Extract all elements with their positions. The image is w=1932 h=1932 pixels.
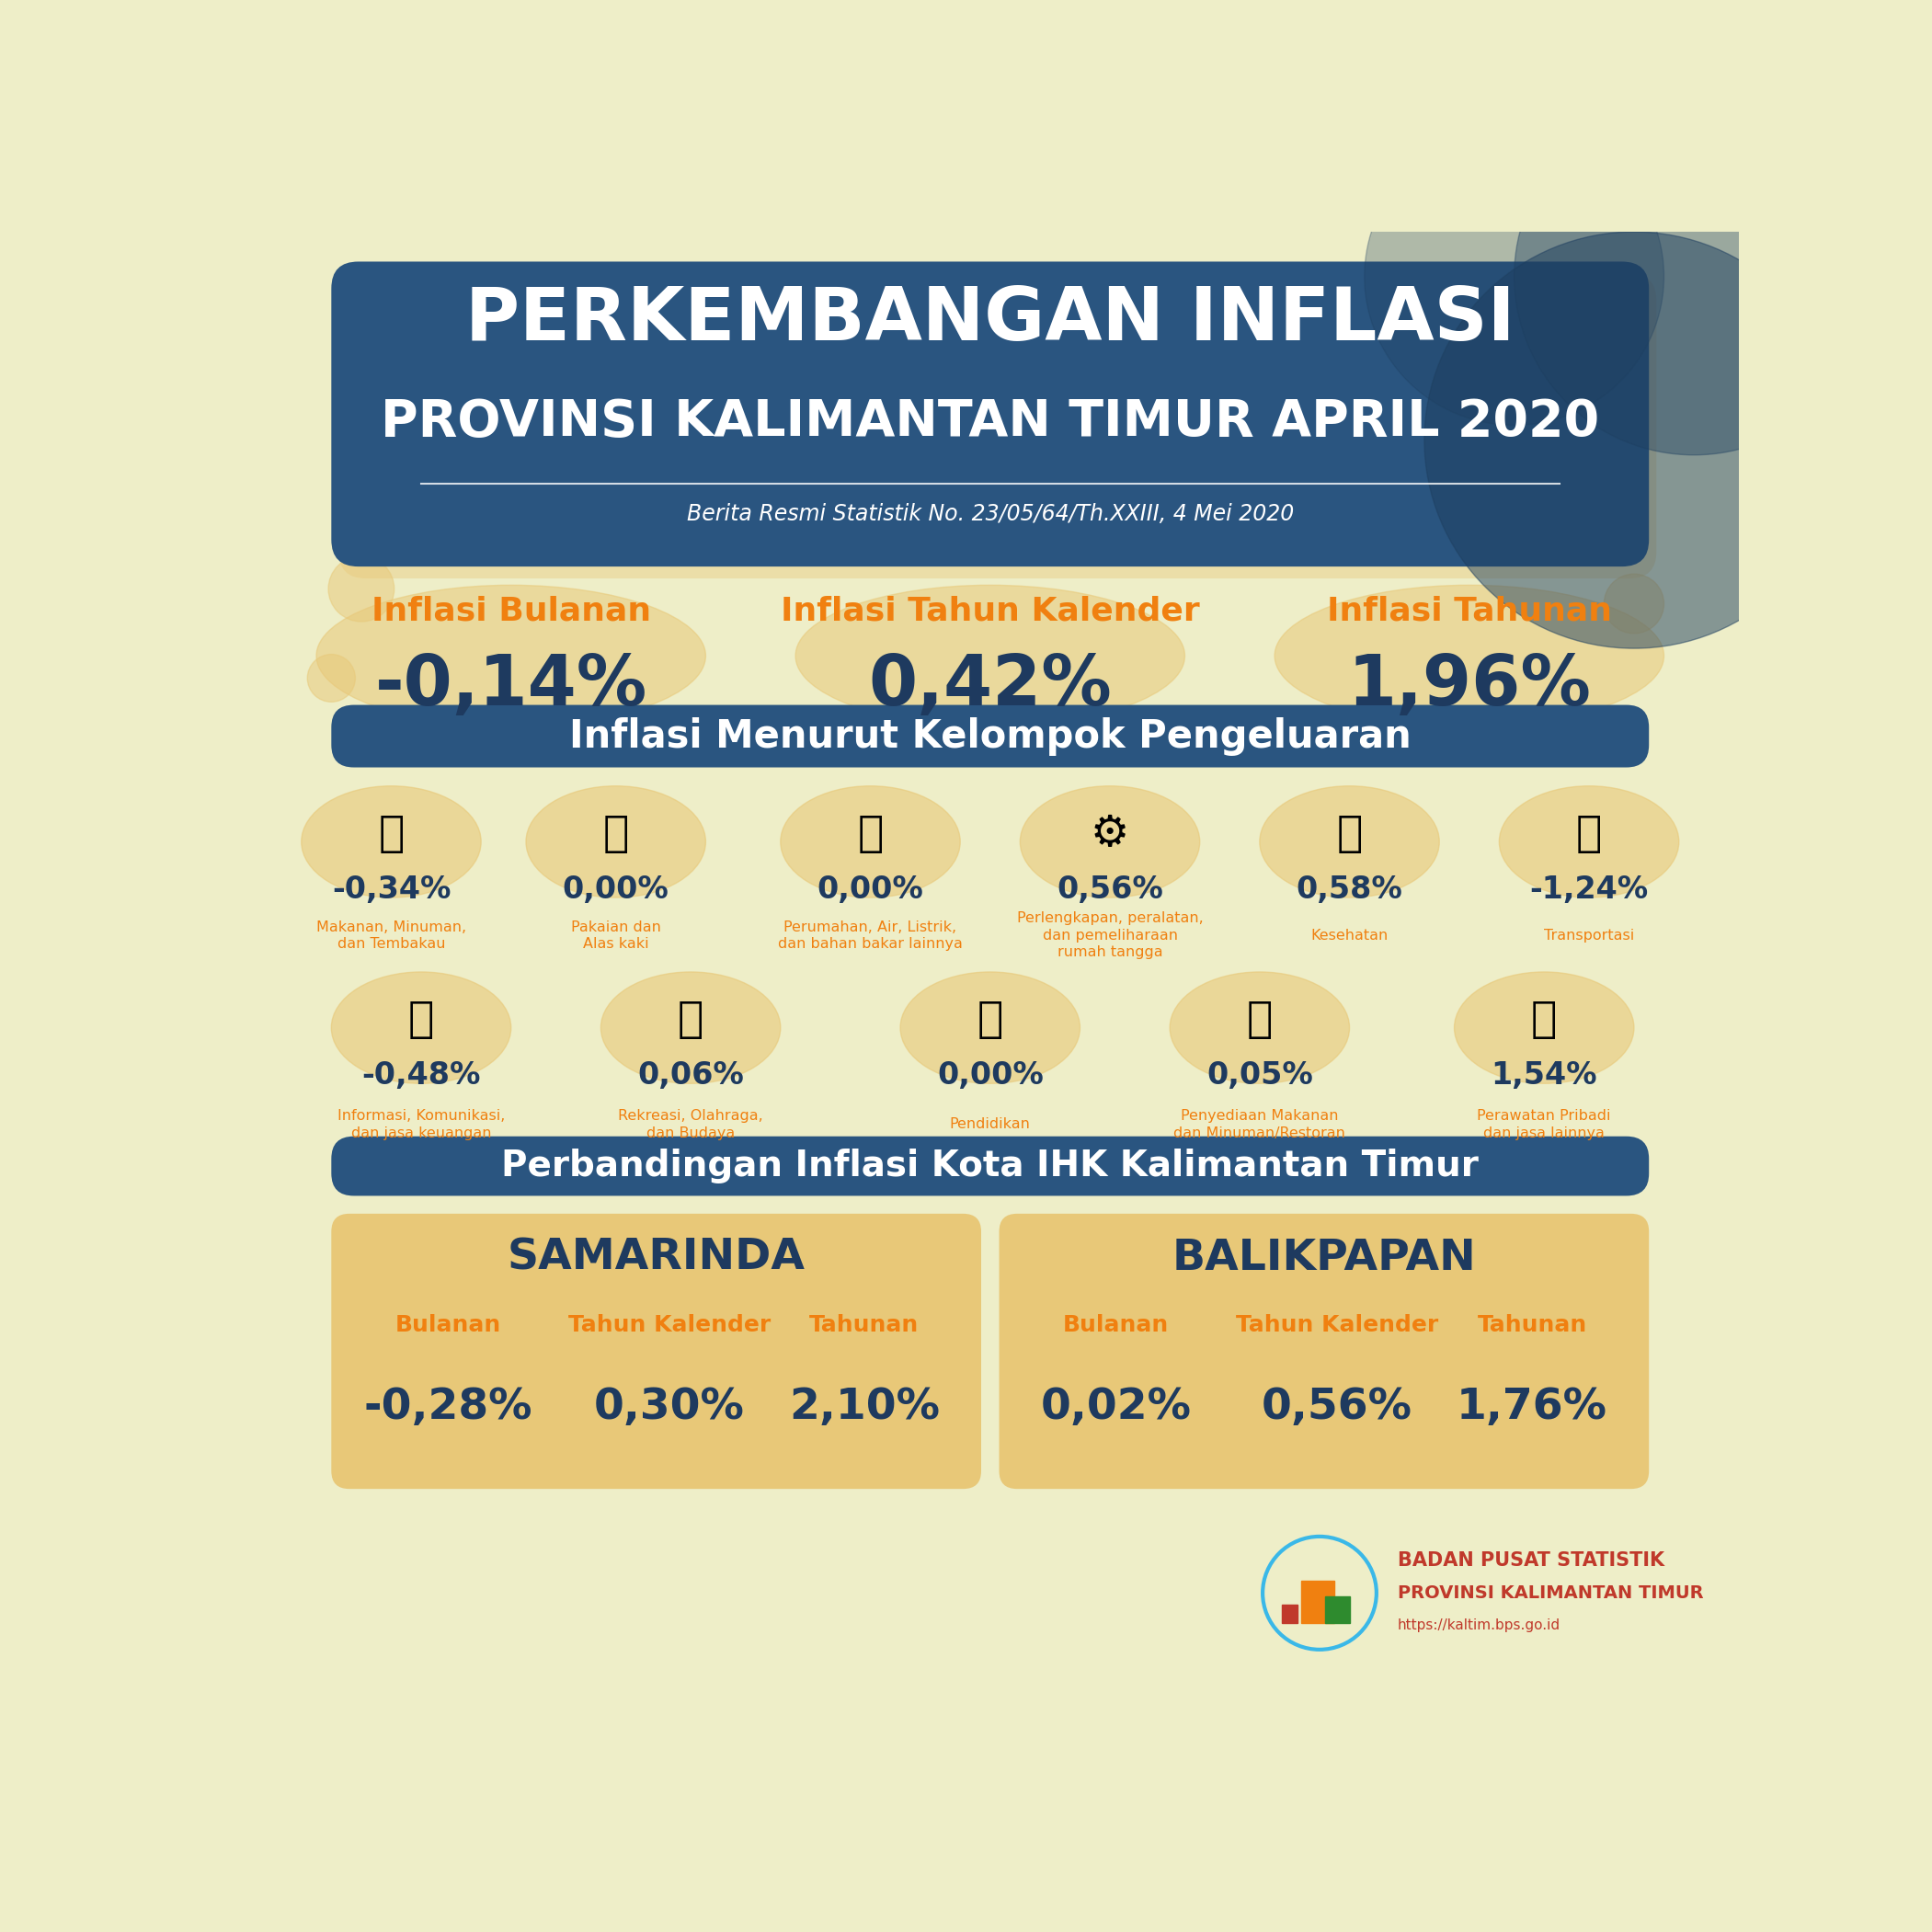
Ellipse shape [1499,786,1679,898]
Text: Transportasi: Transportasi [1544,929,1634,943]
Text: Inflasi Menurut Kelompok Pengeluaran: Inflasi Menurut Kelompok Pengeluaran [570,717,1410,755]
Text: 2,10%: 2,10% [788,1387,939,1428]
Text: 📖: 📖 [978,999,1003,1041]
FancyBboxPatch shape [999,1213,1650,1490]
Text: Perawatan Pribadi
dan jasa lainnya: Perawatan Pribadi dan jasa lainnya [1478,1109,1611,1140]
Text: 0,05%: 0,05% [1206,1061,1314,1090]
Text: 0,00%: 0,00% [562,873,668,904]
Ellipse shape [526,786,705,898]
Ellipse shape [1260,786,1439,898]
Text: 0,58%: 0,58% [1296,873,1403,904]
Text: 0,30%: 0,30% [593,1387,744,1428]
Text: PROVINSI KALIMANTAN TIMUR APRIL 2020: PROVINSI KALIMANTAN TIMUR APRIL 2020 [381,398,1600,446]
Text: -0,28%: -0,28% [363,1387,533,1428]
Ellipse shape [1171,972,1349,1084]
Text: 0,02%: 0,02% [1041,1387,1192,1428]
Ellipse shape [317,585,705,726]
Text: SAMARINDA: SAMARINDA [508,1238,806,1279]
FancyBboxPatch shape [332,705,1650,767]
Text: Tahunan: Tahunan [810,1314,920,1337]
Text: Rekreasi, Olahraga,
dan Budaya: Rekreasi, Olahraga, dan Budaya [618,1109,763,1140]
Circle shape [307,655,355,701]
Text: Pakaian dan
Alas kaki: Pakaian dan Alas kaki [570,920,661,951]
Circle shape [1515,99,1874,456]
Text: BALIKPAPAN: BALIKPAPAN [1173,1238,1476,1279]
Text: ⚙: ⚙ [1090,813,1130,856]
Text: Tahun Kalender: Tahun Kalender [1236,1314,1437,1337]
FancyBboxPatch shape [332,261,1650,566]
Text: PERKEMBANGAN INFLASI: PERKEMBANGAN INFLASI [466,284,1515,355]
Text: 🏠: 🏠 [858,813,883,856]
Text: 1,54%: 1,54% [1492,1061,1598,1090]
Circle shape [1604,574,1663,634]
Bar [1302,1580,1335,1623]
Ellipse shape [781,786,960,898]
Text: 👔: 👔 [603,813,630,856]
Text: 0,00%: 0,00% [937,1061,1043,1090]
Text: -0,14%: -0,14% [375,651,647,719]
Text: Perumahan, Air, Listrik,
dan bahan bakar lainnya: Perumahan, Air, Listrik, dan bahan bakar… [779,920,962,951]
Text: https://kaltim.bps.go.id: https://kaltim.bps.go.id [1397,1619,1561,1633]
Ellipse shape [1455,972,1634,1084]
Text: Perlengkapan, peralatan,
dan pemeliharaan
rumah tangga: Perlengkapan, peralatan, dan pemeliharaa… [1016,912,1204,960]
Text: BADAN PUSAT STATISTIK: BADAN PUSAT STATISTIK [1397,1551,1663,1569]
Text: PROVINSI KALIMANTAN TIMUR: PROVINSI KALIMANTAN TIMUR [1397,1584,1704,1602]
Text: 0,00%: 0,00% [817,873,923,904]
Text: 🍔: 🍔 [379,813,404,856]
Text: 1,96%: 1,96% [1347,651,1592,719]
Circle shape [1424,232,1843,649]
Text: Kesehatan: Kesehatan [1310,929,1389,943]
Ellipse shape [796,585,1184,726]
Text: 0,56%: 0,56% [1057,873,1163,904]
Text: Makanan, Minuman,
dan Tembakau: Makanan, Minuman, dan Tembakau [317,920,466,951]
Circle shape [1364,128,1663,425]
FancyBboxPatch shape [332,1136,1650,1196]
Text: Perbandingan Inflasi Kota IHK Kalimantan Timur: Perbandingan Inflasi Kota IHK Kalimantan… [502,1150,1478,1184]
Bar [1325,1596,1349,1623]
Text: Pendidikan: Pendidikan [951,1117,1030,1132]
Text: Inflasi Tahun Kalender: Inflasi Tahun Kalender [781,595,1200,626]
Bar [1283,1605,1296,1623]
Text: Penyediaan Makanan
dan Minuman/Restoran: Penyediaan Makanan dan Minuman/Restoran [1175,1109,1345,1140]
Ellipse shape [900,972,1080,1084]
Ellipse shape [601,972,781,1084]
Text: 1,76%: 1,76% [1457,1387,1607,1428]
Text: 0,42%: 0,42% [867,651,1113,719]
Text: -0,48%: -0,48% [361,1061,481,1090]
Text: 📞: 📞 [408,999,435,1041]
Circle shape [328,556,394,622]
Ellipse shape [1275,585,1663,726]
Text: Inflasi Bulanan: Inflasi Bulanan [371,595,651,626]
Text: Tahunan: Tahunan [1478,1314,1586,1337]
Text: 🚌: 🚌 [1577,813,1602,856]
FancyBboxPatch shape [338,274,1656,578]
Ellipse shape [332,972,510,1084]
Text: 🏥: 🏥 [1337,813,1362,856]
Text: Bulanan: Bulanan [396,1314,500,1337]
Text: Informasi, Komunikasi,
dan jasa keuangan: Informasi, Komunikasi, dan jasa keuangan [338,1109,504,1140]
Text: Inflasi Tahunan: Inflasi Tahunan [1327,595,1611,626]
Text: -1,24%: -1,24% [1530,873,1648,904]
Text: 💆: 💆 [1530,999,1557,1041]
FancyBboxPatch shape [332,1213,981,1490]
Text: 0,06%: 0,06% [638,1061,744,1090]
Ellipse shape [301,786,481,898]
Ellipse shape [1020,786,1200,898]
Text: Bulanan: Bulanan [1063,1314,1169,1337]
Text: Berita Resmi Statistik No. 23/05/64/Th.XXIII, 4 Mei 2020: Berita Resmi Statistik No. 23/05/64/Th.X… [686,504,1294,526]
Text: 0,56%: 0,56% [1262,1387,1412,1428]
Text: 🏪: 🏪 [1246,999,1273,1041]
Text: 🏊: 🏊 [678,999,703,1041]
Text: Tahun Kalender: Tahun Kalender [568,1314,771,1337]
Text: -0,34%: -0,34% [332,873,450,904]
